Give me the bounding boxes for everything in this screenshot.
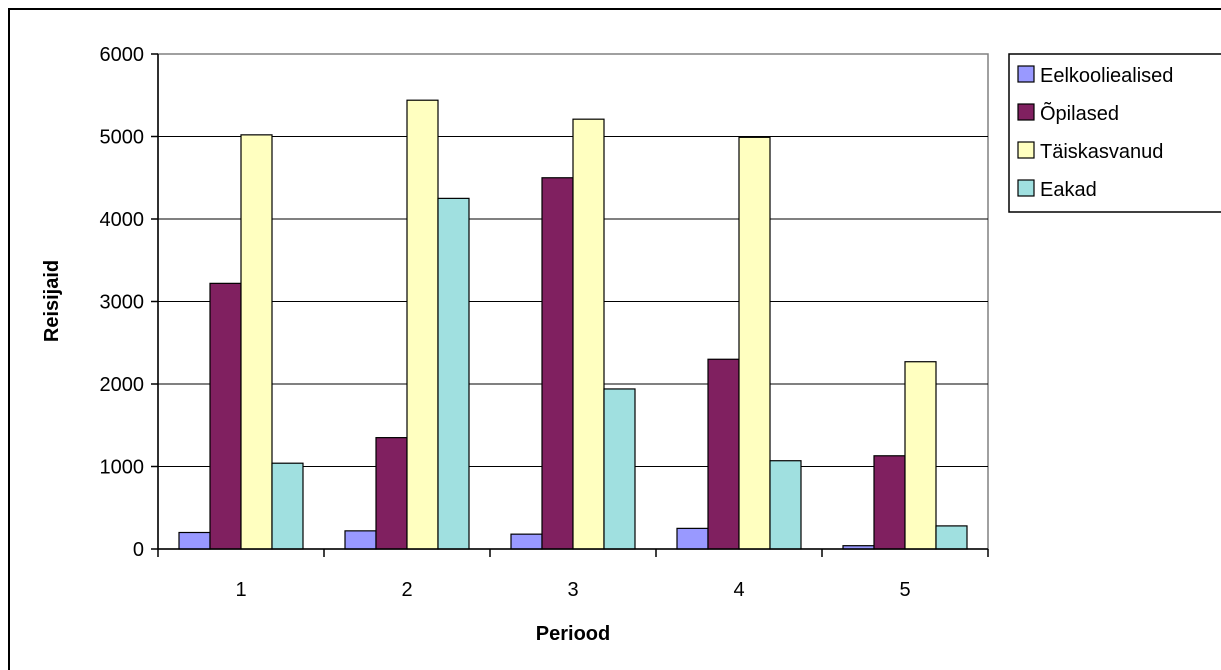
y-tick-labels: 0 1000 2000 3000 4000 5000 6000 <box>100 44 158 561</box>
bar-eelkooliealised-2 <box>344 530 377 550</box>
y-tick-label: 6000 <box>100 44 145 66</box>
bar-täiskasvanud-4 <box>738 136 771 550</box>
x-tick-label: 1 <box>235 579 246 601</box>
x-tick-label: 2 <box>401 579 412 601</box>
y-axis-title: Reisijaid <box>41 260 63 342</box>
legend-swatch <box>1017 103 1035 121</box>
y-tick-label: 0 <box>133 539 144 561</box>
bar-eakad-4 <box>769 460 802 550</box>
bar-täiskasvanud-3 <box>572 118 605 550</box>
x-tick-label: 5 <box>899 579 910 601</box>
y-tick-label: 4000 <box>100 209 145 231</box>
x-tick-label: 4 <box>733 579 744 601</box>
bar-eakad-2 <box>437 197 470 550</box>
bar-eakad-5 <box>935 525 968 550</box>
legend-label: Eelkooliealised <box>1040 65 1173 87</box>
legend-box <box>1008 53 1221 213</box>
legend-label: Õpilased <box>1040 101 1119 125</box>
bar-eelkooliealised-1 <box>178 531 211 550</box>
legend-label: Eakad <box>1040 179 1097 201</box>
bar-õpilased-4 <box>707 358 740 550</box>
bar-eelkooliealised-3 <box>510 533 543 550</box>
legend-swatch <box>1017 141 1035 159</box>
legend-label: Täiskasvanud <box>1040 141 1163 163</box>
bar-eakad-3 <box>603 388 636 550</box>
x-tick-label: 3 <box>567 579 578 601</box>
x-tick-labels: 1 2 3 4 5 <box>157 549 989 601</box>
bar-eelkooliealised-4 <box>676 527 709 550</box>
bar-eakad-1 <box>271 462 304 550</box>
bar-õpilased-1 <box>209 282 242 550</box>
y-tick-label: 5000 <box>100 127 145 149</box>
legend: Eelkooliealised Õpilased Täiskasvanud Eakad <box>1008 53 1221 213</box>
y-tick-label: 2000 <box>100 374 145 396</box>
bar-täiskasvanud-5 <box>904 361 937 550</box>
y-tick-label: 1000 <box>100 457 145 479</box>
bar-täiskasvanud-1 <box>240 134 273 550</box>
x-axis-title: Periood <box>536 623 610 645</box>
bars-group <box>178 99 968 550</box>
bar-õpilased-5 <box>873 455 906 550</box>
bar-õpilased-2 <box>375 437 408 550</box>
legend-swatch <box>1017 179 1035 197</box>
bar-täiskasvanud-2 <box>406 99 439 550</box>
legend-swatch <box>1017 65 1035 83</box>
y-tick-label: 3000 <box>100 292 145 314</box>
bar-õpilased-3 <box>541 177 574 550</box>
